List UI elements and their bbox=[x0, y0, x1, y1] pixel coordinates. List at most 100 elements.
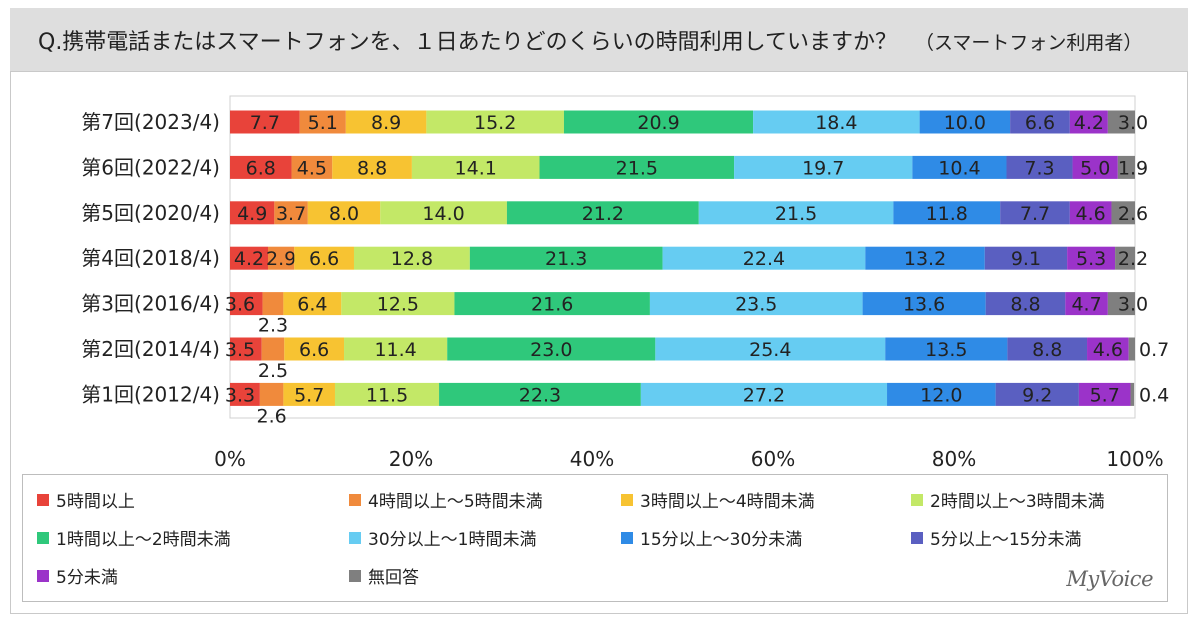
data-label: 11.8 bbox=[926, 203, 968, 225]
data-label: 8.8 bbox=[1032, 339, 1062, 361]
legend-item: 無回答 bbox=[349, 563, 419, 588]
data-label: 11.4 bbox=[374, 339, 416, 361]
data-label: 22.4 bbox=[743, 248, 785, 270]
data-label: 21.5 bbox=[775, 203, 817, 225]
data-label: 5.7 bbox=[294, 384, 324, 406]
bar-segment bbox=[261, 337, 285, 361]
bar-segment bbox=[1117, 155, 1135, 179]
data-label: 4.2 bbox=[234, 248, 264, 270]
legend-label: 5時間以上 bbox=[56, 492, 135, 512]
data-label: 13.5 bbox=[925, 339, 967, 361]
data-label: 3.6 bbox=[225, 294, 255, 316]
bar-segment bbox=[862, 292, 986, 316]
data-label: 22.3 bbox=[519, 384, 561, 406]
legend-item: 5分以上～15分未満 bbox=[911, 525, 1081, 550]
myvoice-logo: MyVoice bbox=[1066, 567, 1153, 591]
bar-segment bbox=[426, 110, 564, 134]
data-label: 3.5 bbox=[225, 339, 255, 361]
bar-segment bbox=[662, 246, 866, 270]
bar-segment bbox=[1107, 110, 1135, 134]
bar-segment bbox=[411, 155, 540, 179]
legend-label: 30分以上～1時間未満 bbox=[368, 530, 537, 550]
bar-segment bbox=[1111, 201, 1135, 225]
bar-segment bbox=[259, 382, 284, 406]
data-label: 0.4 bbox=[1139, 384, 1169, 406]
data-label: 3.0 bbox=[1118, 294, 1148, 316]
bar-segment bbox=[919, 110, 1011, 134]
data-label: 14.0 bbox=[422, 203, 464, 225]
legend-label: 1時間以上～2時間未満 bbox=[56, 530, 231, 550]
bar-segment bbox=[332, 155, 412, 179]
data-label: 15.2 bbox=[474, 112, 516, 134]
data-label: 6.6 bbox=[1025, 112, 1055, 134]
bar-segment bbox=[294, 246, 354, 270]
bar-segment bbox=[1069, 110, 1108, 134]
x-tick-label: 40% bbox=[570, 447, 614, 471]
bar-segment bbox=[291, 155, 333, 179]
legend-item: 4時間以上～5時間未満 bbox=[349, 487, 543, 512]
bar-segment bbox=[344, 337, 448, 361]
data-label: 4.2 bbox=[1074, 112, 1104, 134]
data-label: 25.4 bbox=[749, 339, 791, 361]
category-label: 第4回(2018/4) bbox=[81, 246, 220, 270]
bar-segment bbox=[649, 292, 863, 316]
bar-segment bbox=[1130, 382, 1135, 406]
x-tick-label: 80% bbox=[932, 447, 976, 471]
legend-item: 5分未満 bbox=[37, 563, 118, 588]
x-tick-label: 60% bbox=[751, 447, 795, 471]
bar-segment bbox=[307, 201, 381, 225]
data-label: 4.6 bbox=[1093, 339, 1123, 361]
legend-swatch bbox=[911, 493, 923, 506]
bar-segment bbox=[1007, 337, 1088, 361]
legend-item: 15分以上～30分未満 bbox=[621, 525, 802, 550]
data-label: 8.8 bbox=[357, 157, 387, 179]
data-label: 2.6 bbox=[257, 405, 287, 427]
data-label: 5.0 bbox=[1080, 157, 1110, 179]
data-label: 12.8 bbox=[391, 248, 433, 270]
legend-swatch bbox=[349, 531, 361, 544]
legend-label: 4時間以上～5時間未満 bbox=[368, 492, 543, 512]
legend-swatch bbox=[37, 493, 49, 506]
bar-segment bbox=[1087, 337, 1129, 361]
data-label: 2.2 bbox=[1118, 248, 1148, 270]
bar-segment bbox=[865, 246, 985, 270]
legend-swatch bbox=[349, 569, 361, 582]
data-label: 4.9 bbox=[237, 203, 267, 225]
data-label: 6.6 bbox=[299, 339, 329, 361]
bar-segment bbox=[230, 382, 260, 406]
bar-segment bbox=[698, 201, 894, 225]
category-label: 第6回(2022/4) bbox=[81, 155, 220, 179]
bar-segment bbox=[284, 337, 345, 361]
bar-segment bbox=[1107, 292, 1135, 316]
data-label: 5.3 bbox=[1076, 248, 1106, 270]
category-label: 第1回(2012/4) bbox=[81, 382, 220, 406]
bar-segment bbox=[539, 155, 735, 179]
bar-segment bbox=[985, 292, 1066, 316]
bar-segment bbox=[887, 382, 996, 406]
data-label: 23.5 bbox=[735, 294, 777, 316]
bar-segment bbox=[230, 201, 275, 225]
data-label: 14.1 bbox=[455, 157, 497, 179]
bar-segment bbox=[1078, 382, 1131, 406]
x-tick-label: 100% bbox=[1106, 447, 1163, 471]
legend-swatch bbox=[37, 531, 49, 544]
data-label: 12.5 bbox=[377, 294, 419, 316]
data-label: 5.7 bbox=[1090, 384, 1120, 406]
legend-label: 無回答 bbox=[368, 568, 419, 588]
legend-swatch bbox=[349, 493, 361, 506]
data-label: 2.6 bbox=[1118, 203, 1148, 225]
data-label: 7.3 bbox=[1024, 157, 1054, 179]
legend-item: 1時間以上～2時間未満 bbox=[37, 525, 231, 550]
data-label: 6.6 bbox=[309, 248, 339, 270]
legend-item: 30分以上～1時間未満 bbox=[349, 525, 536, 550]
bar-segment bbox=[283, 292, 342, 316]
bar-segment bbox=[734, 155, 913, 179]
legend: MyVoice 5時間以上 4時間以上～5時間未満 3時間以上～4時間未満 2時間以上… bbox=[22, 474, 1168, 602]
legend-swatch bbox=[621, 531, 633, 544]
data-label: 7.7 bbox=[1020, 203, 1050, 225]
bar-segment bbox=[1006, 155, 1073, 179]
data-label: 4.6 bbox=[1076, 203, 1106, 225]
bar-segment bbox=[1000, 201, 1070, 225]
bar-segment bbox=[230, 110, 300, 134]
bar-segment bbox=[1069, 201, 1112, 225]
